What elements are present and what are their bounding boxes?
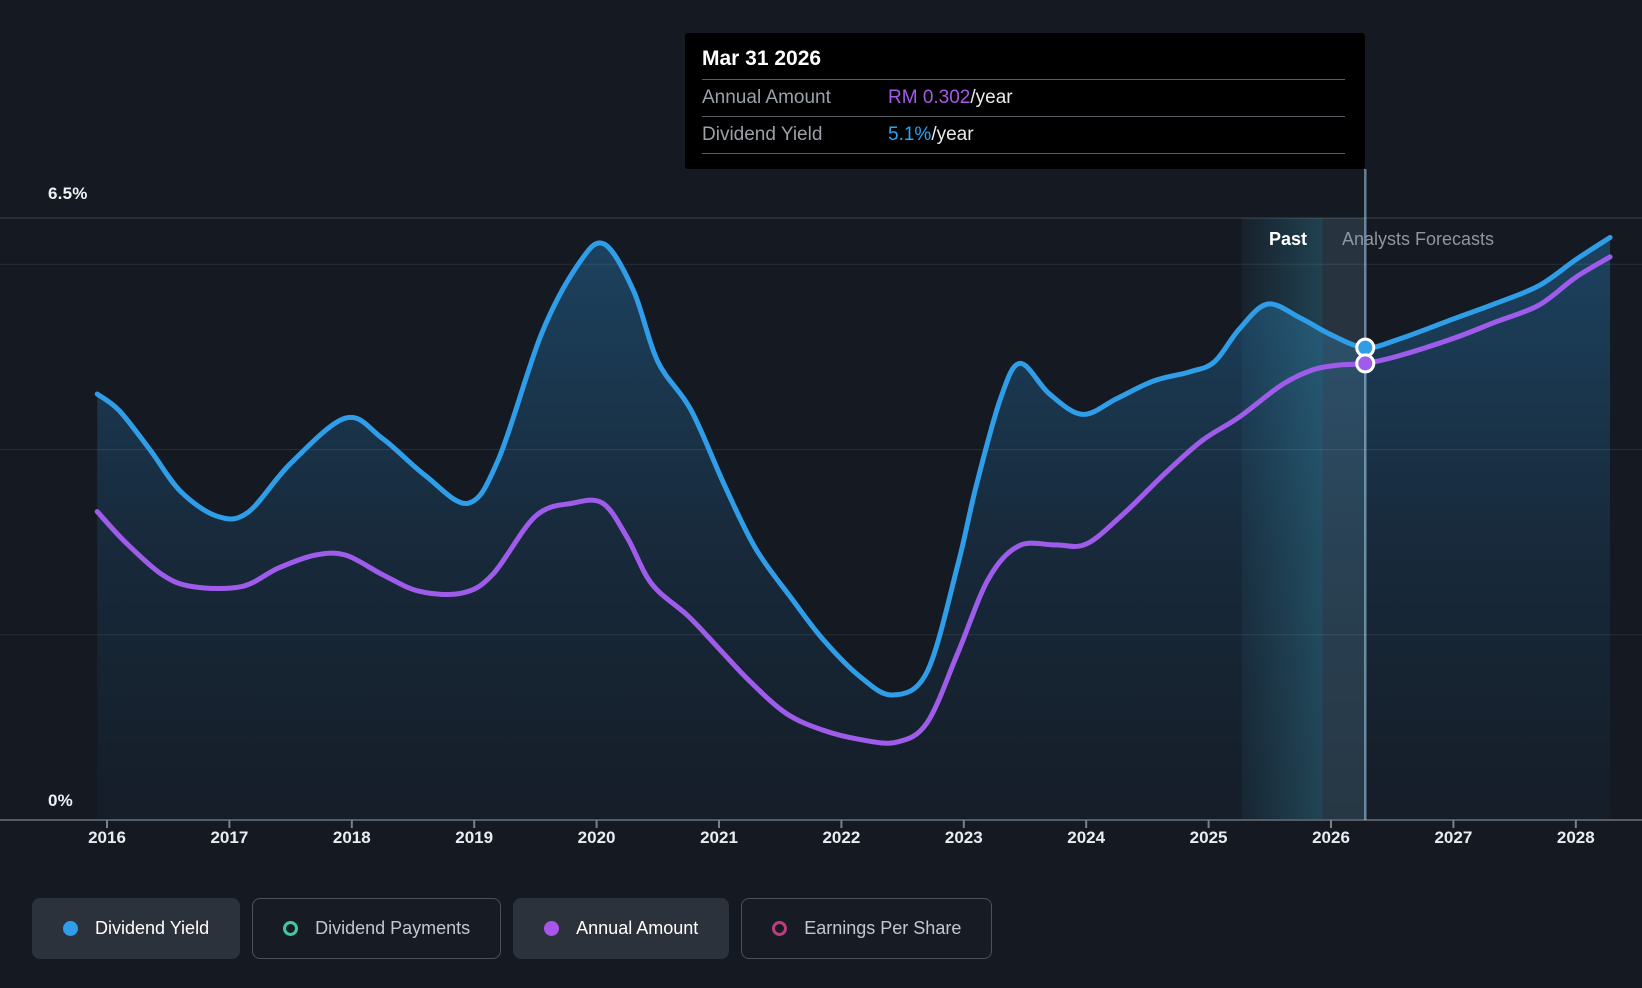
tooltip: Mar 31 2026 Annual Amount RM 0.302/year Di… [685, 33, 1365, 169]
x-axis-label: 2027 [1434, 828, 1473, 847]
legend-toggle-dividend-payments[interactable]: Dividend Payments [252, 898, 502, 959]
outline-circle-icon [283, 921, 299, 936]
dividend-yield-line [94, 234, 1613, 698]
outline-circle-icon [772, 921, 788, 936]
tooltip-date: Mar 31 2026 [702, 33, 1345, 80]
hover-cursor-line [1364, 169, 1367, 820]
legend-toggle-annual-amount[interactable]: Annual Amount [513, 898, 730, 959]
tooltip-row-label: Annual Amount [702, 87, 831, 108]
annual-amount-line [94, 254, 1613, 746]
tooltip-row: Dividend Yield 5.1%/year [702, 117, 1345, 154]
legend: Dividend Yield Dividend Payments Annual Am… [32, 898, 993, 959]
x-axis-label: 2026 [1312, 828, 1350, 847]
tooltip-row-value: RM 0.302/year [888, 87, 1013, 108]
filled-dot-icon [63, 921, 78, 936]
yield-area-fill [97, 237, 1611, 821]
y-axis-min-label: 0% [48, 791, 73, 810]
legend-label: Dividend Payments [315, 918, 471, 938]
legend-toggle-dividend-yield[interactable]: Dividend Yield [32, 898, 241, 959]
x-axis-label: 2022 [822, 828, 861, 847]
x-axis-label: 2024 [1067, 828, 1106, 847]
forecast-region-label: Analysts Forecasts [1342, 229, 1495, 249]
legend-label: Earnings Per Share [804, 918, 962, 938]
x-axis-label: 2025 [1189, 828, 1228, 847]
tooltip-row-label: Dividend Yield [702, 124, 823, 145]
tooltip-row: Annual Amount RM 0.302/year [702, 80, 1345, 117]
hover-marker [1355, 353, 1376, 374]
x-axis-label: 2023 [944, 828, 983, 847]
past-region-label: Past [1268, 229, 1307, 249]
x-axis-label: 2016 [88, 828, 126, 847]
x-axis-label: 2021 [700, 828, 738, 847]
tooltip-row-value: 5.1%/year [888, 124, 974, 145]
legend-label: Dividend Yield [95, 918, 210, 938]
past-highlight-band [1241, 218, 1323, 820]
x-axis-label: 2018 [332, 828, 371, 847]
hover-highlight-band [1322, 218, 1366, 820]
y-axis-max-label: 6.5% [48, 184, 88, 203]
x-axis-label: 2020 [577, 828, 616, 847]
legend-label: Annual Amount [576, 918, 699, 938]
legend-toggle-earnings-per-share[interactable]: Earnings Per Share [741, 898, 993, 959]
filled-dot-icon [544, 921, 560, 936]
x-axis-label: 2028 [1556, 828, 1595, 847]
x-axis-label: 2019 [455, 828, 494, 847]
x-axis-label: 2017 [210, 828, 249, 847]
